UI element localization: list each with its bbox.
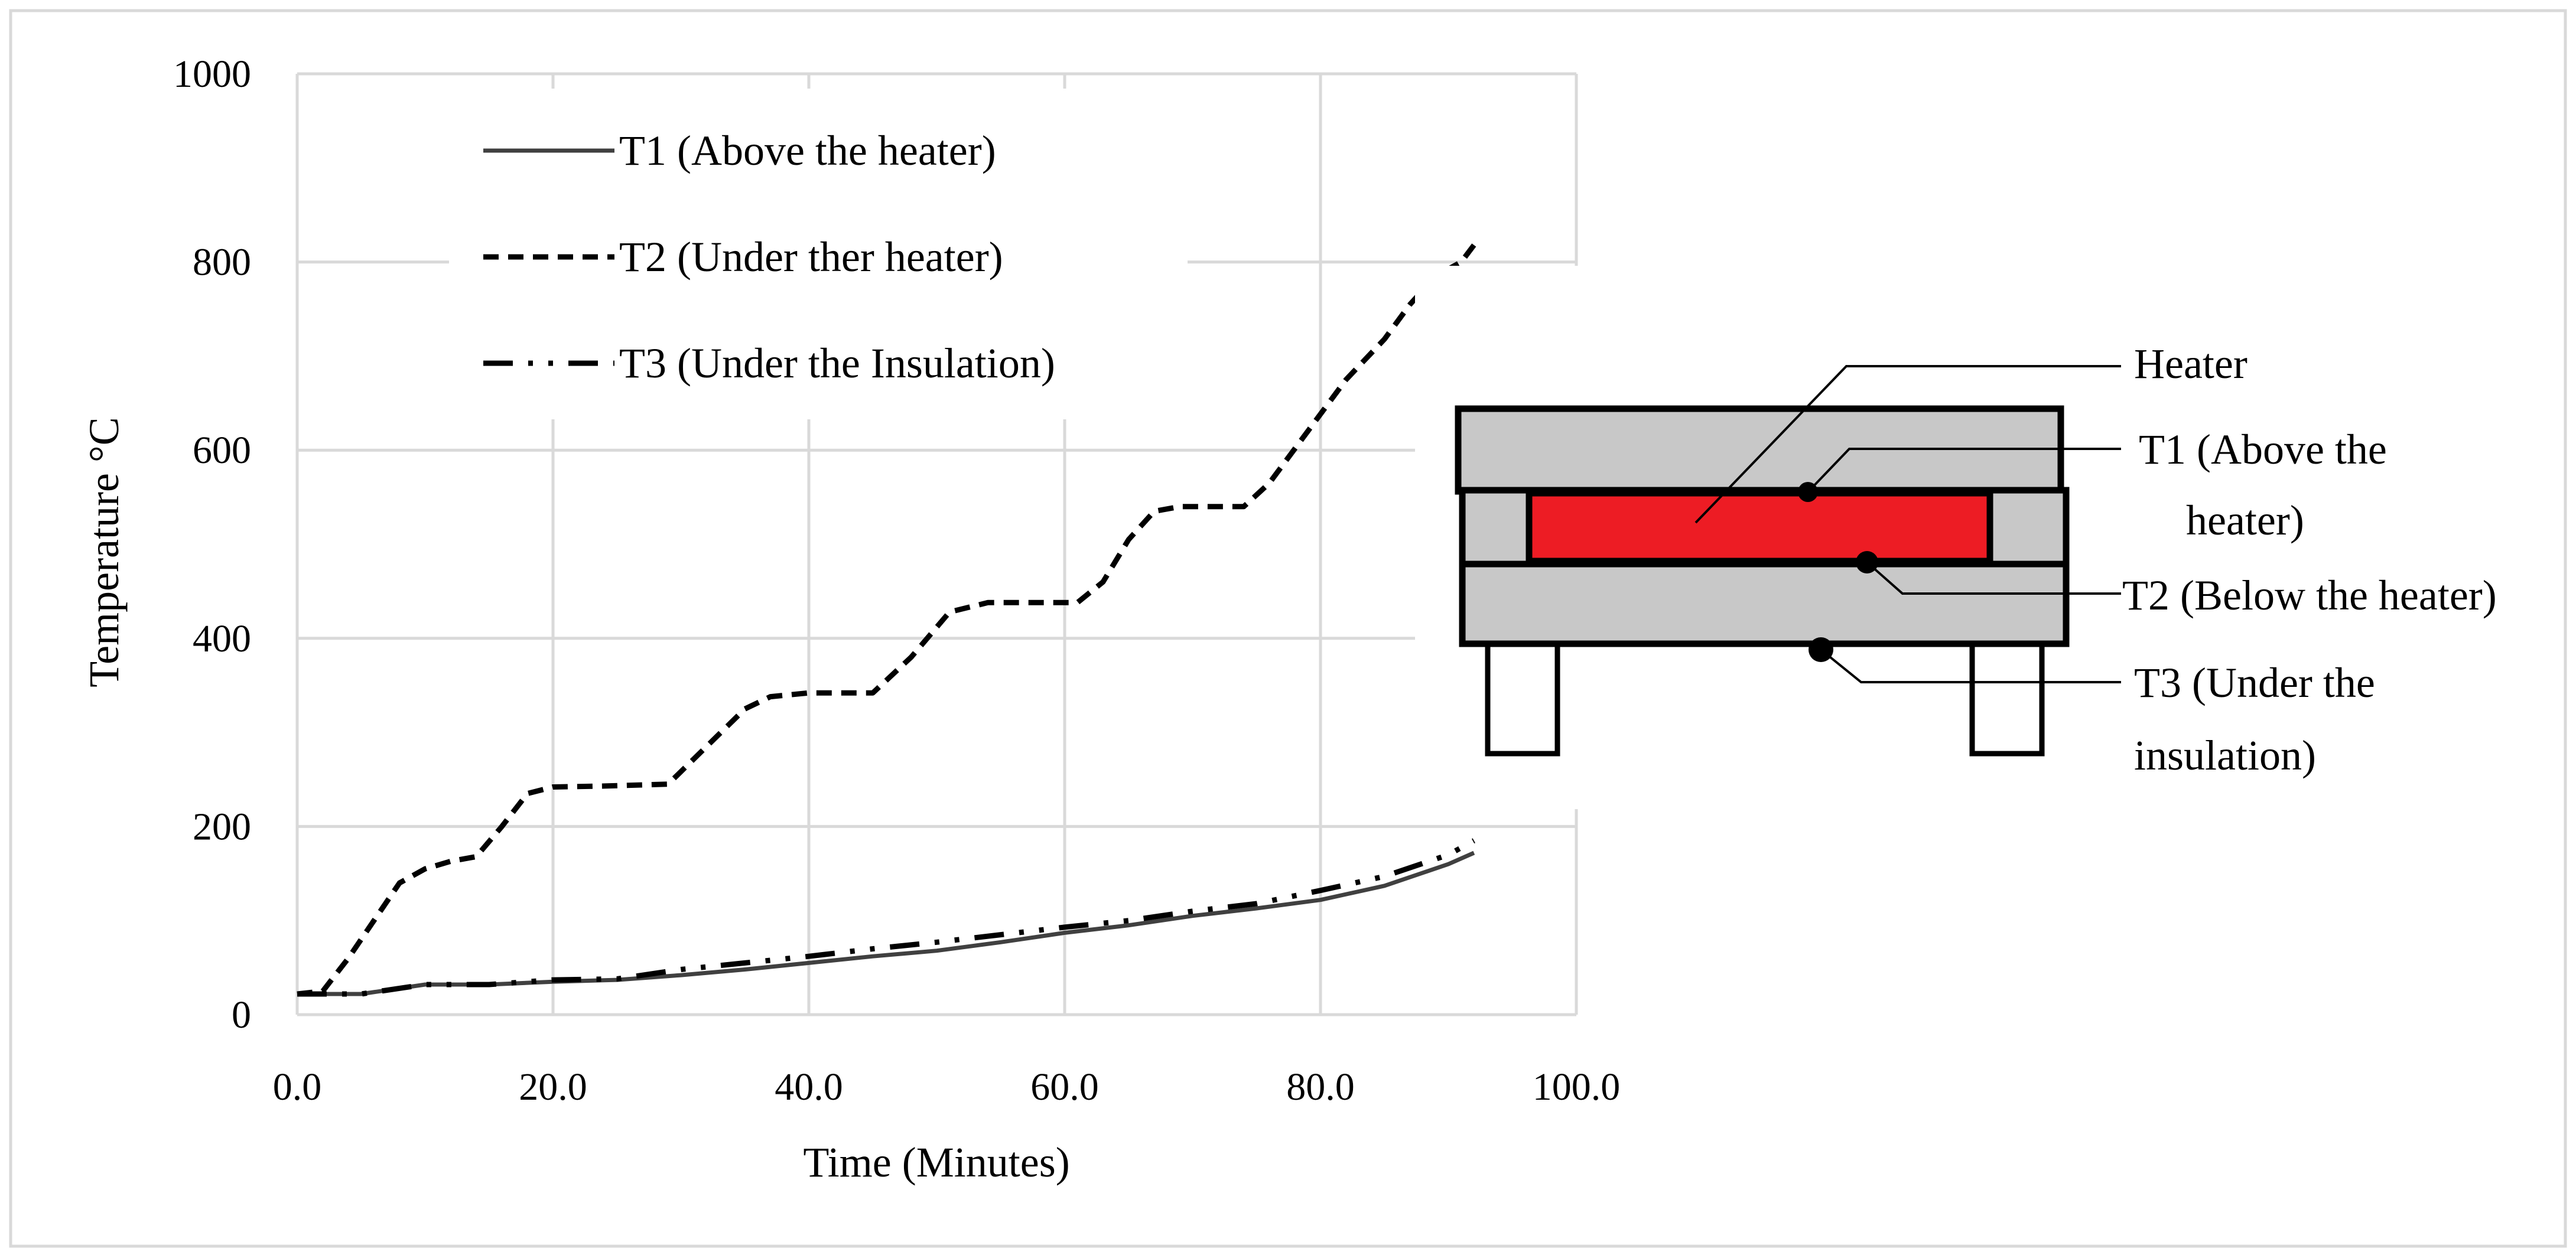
y-tick-label: 800 [193,241,251,284]
x-tick-label: 20.0 [519,1065,587,1109]
x-axis-title: Time (Minutes) [803,1139,1069,1186]
heater-leader-line [1694,365,2121,524]
y-axis-title: Temperature °C [80,417,128,687]
y-tick-label: 400 [193,617,251,660]
chart-legend: T1 (Above the heater) T2 (Under ther heat… [449,89,1188,419]
y-tick-label: 0 [232,993,251,1037]
left-support-leg [1485,640,1560,757]
t1-label-line1: T1 (Above the [2139,426,2387,473]
t3-label-line1: T3 (Under the [2134,659,2375,706]
heater-label: Heater [2134,340,2248,387]
x-tick-label: 0.0 [273,1065,322,1109]
legend-label-t3: T3 (Under the Insulation) [619,340,1055,387]
chart-axes [295,74,1576,1016]
t1-label-line2: heater) [2186,497,2304,544]
series-line-t1 [297,850,1475,996]
bottom-insulation-plate [1459,560,2070,647]
legend-label-t1: T1 (Above the heater) [619,127,996,174]
t3-leader-line [1820,648,2121,683]
t2-leader-line [1866,561,2121,595]
series-line-t3 [297,838,1475,997]
y-tick-label: 600 [193,429,251,472]
x-tick-label: 40.0 [775,1065,843,1109]
x-tick-label: 80.0 [1286,1065,1355,1109]
x-tick-label: 100.0 [1533,1065,1621,1109]
series-line-t2 [297,243,1476,997]
right-support-leg [1969,640,2045,757]
y-axis-tick-labels: 0 200 400 600 800 1000 [173,53,251,1037]
line-chart: 0.0 20.0 40.0 60.0 80.0 100.0 0 200 400 600 800 10… [80,53,1620,1186]
heater-element [1526,490,1993,565]
y-tick-label: 1000 [173,53,251,96]
heater-setup-diagram: Heater T1 (Above the heater) T2 (Below t… [1415,266,2541,809]
x-tick-label: 60.0 [1030,1065,1099,1109]
t3-label-line2: insulation) [2134,732,2316,779]
t1-leader-line [1807,448,2121,493]
y-tick-label: 200 [193,805,251,848]
t2-label: T2 (Below the heater) [2122,572,2497,619]
x-axis-tick-labels: 0.0 20.0 40.0 60.0 80.0 100.0 [273,1065,1621,1109]
legend-label-t2: T2 (Under ther heater) [619,233,1003,281]
chart-series [297,243,1476,997]
